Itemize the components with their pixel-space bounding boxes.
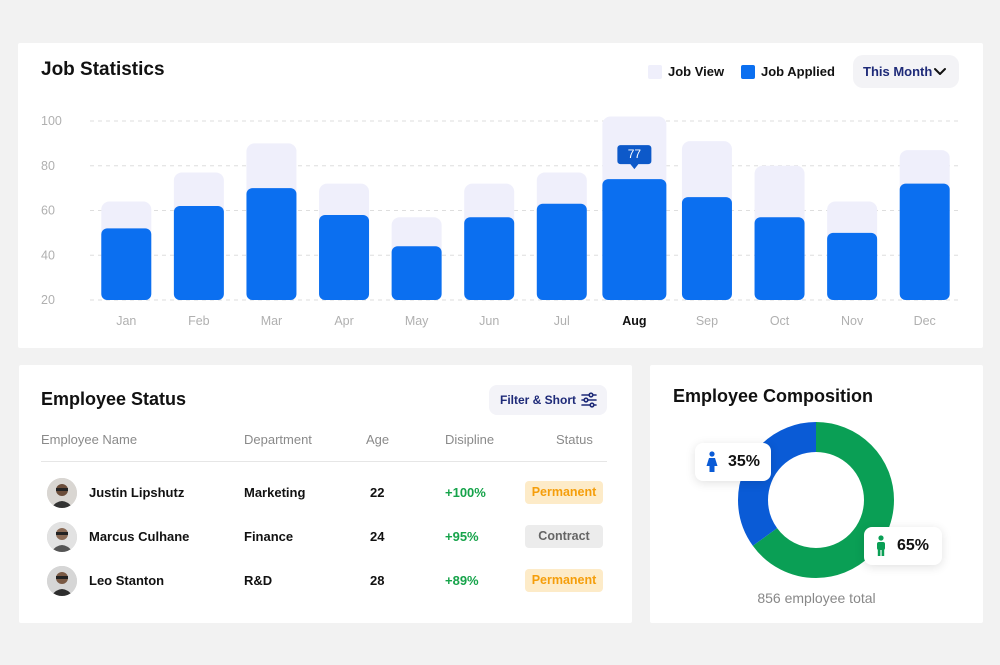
value-tooltip [617, 145, 652, 170]
bar-job-applied-mar [246, 188, 297, 300]
job-statistics-chart: 100 80 60 40 20 Jan Feb Mar Apr May Jun Jul Aug 77 Sep… [41, 114, 961, 328]
y-tick-label: 60 [41, 204, 55, 218]
employee-department: Marketing [244, 485, 306, 500]
y-tick-label: 20 [41, 293, 55, 307]
x-tick-label: Aug [622, 314, 646, 328]
column-header-discipline[interactable]: Disipline [445, 432, 495, 447]
employee-discipline: +89% [445, 573, 479, 588]
status-badge: Permanent [525, 481, 603, 504]
avatar [47, 522, 77, 552]
bar-job-applied-jan [101, 228, 152, 300]
bar-job-applied-jun [464, 217, 515, 300]
avatar [47, 566, 77, 596]
female-percentage-pill: 35% [695, 443, 771, 481]
y-tick-label: 80 [41, 159, 55, 173]
donut-segment-female [738, 422, 894, 578]
filter-sort-button[interactable]: Filter & Short [489, 385, 607, 415]
job-statistics-title: Job Statistics [41, 59, 165, 80]
employee-name: Leo Stanton [89, 573, 165, 588]
x-tick-label: Jun [479, 314, 499, 328]
legend-job-applied: Job Applied [741, 64, 835, 79]
legend-swatch-job-view [648, 64, 662, 79]
x-tick-label: May [405, 314, 429, 328]
employee-department: R&D [244, 573, 273, 588]
status-badge: Permanent [525, 569, 603, 592]
table-row[interactable]: Justin Lipshutz Marketing 22 +100% Perma… [19, 478, 632, 518]
x-tick-label: Jul [554, 314, 570, 328]
male-percentage: 65% [897, 537, 930, 554]
male-percentage-pill: 65% [864, 527, 942, 565]
bar-job-applied-aug [602, 179, 667, 300]
job-statistics-card: 100 80 60 40 20 Jan Feb Mar Apr May Jun Jul Aug 77 Sep… [18, 43, 983, 348]
x-tick-label: Dec [914, 314, 936, 328]
x-tick-label: Oct [770, 314, 790, 328]
y-tick-label: 100 [41, 114, 62, 128]
bar-job-applied-may [391, 246, 442, 300]
male-icon [877, 535, 885, 556]
employee-status-card: Employee Status Filter & Short Employee … [19, 365, 632, 623]
column-header-age[interactable]: Age [366, 432, 390, 447]
employee-total: 856 employee total [757, 590, 876, 606]
status-badge: Contract [525, 525, 603, 548]
chevron-down-icon [934, 68, 946, 75]
x-tick-label: Nov [841, 314, 864, 328]
legend-label-job-view: Job View [668, 64, 725, 79]
composition-donut-chart [738, 422, 894, 578]
x-tick-label: Sep [696, 314, 718, 328]
column-header-department[interactable]: Department [244, 432, 312, 447]
employee-discipline: +100% [445, 485, 486, 500]
discipline-value: +89% [445, 573, 479, 588]
female-icon [706, 451, 718, 472]
employee-name: Justin Lipshutz [89, 485, 185, 500]
bar-job-applied-jul [536, 203, 587, 300]
discipline-value: +95% [445, 529, 479, 544]
employee-name: Marcus Culhane [89, 529, 190, 544]
avatar [47, 478, 77, 508]
legend-job-view: Job View [648, 64, 724, 79]
bar-job-applied-sep [681, 197, 732, 300]
bar-job-applied-dec [899, 183, 950, 300]
column-header-name[interactable]: Employee Name [41, 432, 138, 447]
discipline-value: +100% [445, 485, 486, 500]
column-header-status[interactable]: Status [556, 432, 593, 447]
x-tick-label: Apr [334, 314, 353, 328]
period-dropdown[interactable]: This Month [853, 55, 959, 88]
filter-sort-label: Filter & Short [500, 393, 577, 407]
bar-job-applied-feb [173, 206, 224, 300]
employee-discipline: +95% [445, 529, 479, 544]
employee-age: 24 [370, 529, 385, 544]
employee-status-title: Employee Status [41, 389, 187, 409]
x-tick-label: Feb [188, 314, 210, 328]
x-tick-label: Jan [116, 314, 136, 328]
sliders-icon [581, 392, 597, 408]
table-row[interactable]: Leo Stanton R&D 28 +89% Permanent [19, 566, 632, 606]
female-percentage: 35% [728, 453, 761, 470]
employee-composition-card: Employee Composition 35% 65% 856 employe… [650, 365, 983, 623]
legend-label-job-applied: Job Applied [761, 64, 835, 79]
table-divider [41, 461, 607, 462]
bar-job-applied-oct [754, 217, 805, 300]
table-row[interactable]: Marcus Culhane Finance 24 +95% Contract [19, 522, 632, 562]
bar-job-applied-nov [827, 232, 878, 300]
period-dropdown-label: This Month [863, 64, 933, 79]
legend-swatch-job-applied [741, 64, 755, 79]
bar-job-applied-apr [319, 214, 370, 300]
tooltip-value: 77 [628, 147, 642, 161]
x-tick-label: Mar [261, 314, 283, 328]
employee-age: 22 [370, 485, 385, 500]
employee-department: Finance [244, 529, 294, 544]
employee-composition-title: Employee Composition [673, 386, 874, 406]
y-tick-label: 40 [41, 248, 55, 262]
employee-age: 28 [370, 573, 385, 588]
